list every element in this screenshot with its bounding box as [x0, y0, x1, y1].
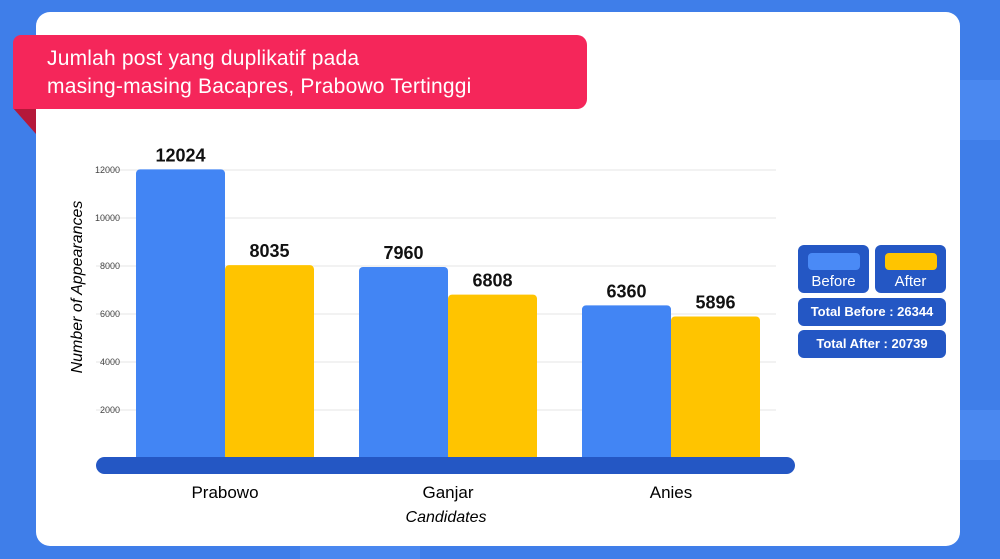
- x-tick-label: Anies: [650, 483, 693, 502]
- data-label: 8035: [249, 241, 289, 261]
- y-tick-label: 10000: [95, 213, 120, 223]
- y-tick-label: 4000: [100, 357, 120, 367]
- x-tick-label: Ganjar: [422, 483, 473, 502]
- legend-after-label: After: [894, 273, 927, 290]
- data-label: 6360: [606, 281, 646, 301]
- legend-after: After: [875, 245, 946, 293]
- bar-prabowo-after: [225, 265, 314, 462]
- total-before-text: Total Before : 26344: [810, 304, 934, 319]
- legend-before: Before: [798, 245, 869, 293]
- data-label: 12024: [155, 145, 205, 165]
- y-tick-label: 12000: [95, 165, 120, 175]
- background-block: [960, 410, 1000, 460]
- data-label: 6808: [472, 271, 512, 291]
- bar-anies-after: [671, 316, 760, 462]
- background-block: [300, 546, 420, 559]
- chart-title: Jumlah post yang duplikatif pada masing-…: [13, 35, 587, 109]
- total-before-badge: Total Before : 26344: [798, 298, 946, 326]
- y-tick-label: 8000: [100, 261, 120, 271]
- bar-ganjar-after: [448, 294, 537, 462]
- bar-ganjar-before: [359, 266, 448, 462]
- x-axis-label: Candidates: [406, 509, 487, 526]
- bar-anies-before: [582, 305, 671, 462]
- x-axis-baseline: [96, 457, 795, 474]
- legend-before-label: Before: [811, 273, 856, 290]
- y-tick-label: 6000: [100, 309, 120, 319]
- total-after-text: Total After : 20739: [816, 336, 928, 351]
- total-after-badge: Total After : 20739: [798, 330, 946, 358]
- bar-prabowo-before: [136, 169, 225, 462]
- legend-after-swatch: [884, 253, 937, 270]
- legend-before-swatch: [807, 253, 860, 270]
- y-tick-label: 2000: [100, 405, 120, 415]
- data-label: 7960: [383, 243, 423, 263]
- x-tick-label: Prabowo: [191, 483, 258, 502]
- banner-fold: [13, 108, 36, 134]
- chart-title-line-1: Jumlah post yang duplikatif pada: [47, 47, 360, 70]
- data-label: 5896: [695, 292, 735, 312]
- background-block: [960, 80, 1000, 140]
- y-axis-label: Number of Appearances: [69, 201, 86, 374]
- chart-title-line-2: masing-masing Bacapres, Prabowo Tertingg…: [47, 75, 472, 98]
